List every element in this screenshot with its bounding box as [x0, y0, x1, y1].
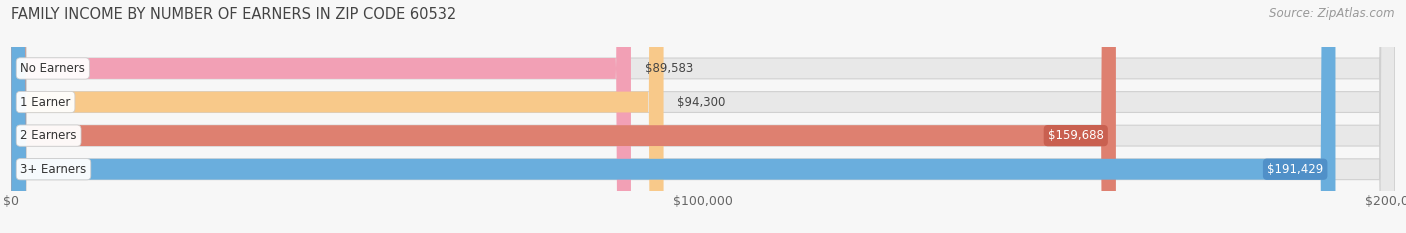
Text: 2 Earners: 2 Earners	[20, 129, 77, 142]
Text: 3+ Earners: 3+ Earners	[20, 163, 87, 176]
Text: $159,688: $159,688	[1047, 129, 1104, 142]
FancyBboxPatch shape	[11, 0, 1116, 233]
FancyBboxPatch shape	[11, 0, 1336, 233]
FancyBboxPatch shape	[11, 0, 1395, 233]
Text: $191,429: $191,429	[1267, 163, 1323, 176]
Text: $89,583: $89,583	[645, 62, 693, 75]
FancyBboxPatch shape	[11, 0, 631, 233]
FancyBboxPatch shape	[11, 0, 1395, 233]
Text: $94,300: $94,300	[678, 96, 725, 109]
Text: No Earners: No Earners	[20, 62, 86, 75]
FancyBboxPatch shape	[11, 0, 1395, 233]
FancyBboxPatch shape	[11, 0, 664, 233]
Text: Source: ZipAtlas.com: Source: ZipAtlas.com	[1270, 7, 1395, 20]
Text: FAMILY INCOME BY NUMBER OF EARNERS IN ZIP CODE 60532: FAMILY INCOME BY NUMBER OF EARNERS IN ZI…	[11, 7, 457, 22]
Text: 1 Earner: 1 Earner	[20, 96, 70, 109]
FancyBboxPatch shape	[11, 0, 1395, 233]
